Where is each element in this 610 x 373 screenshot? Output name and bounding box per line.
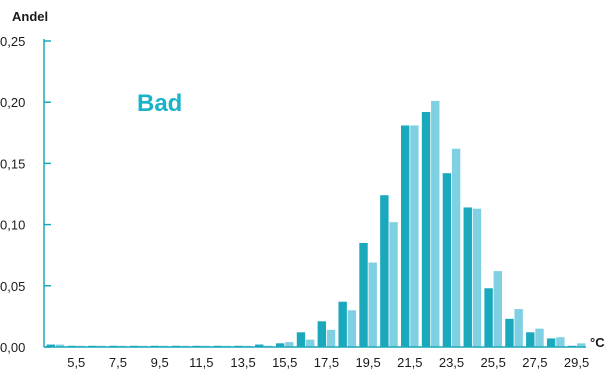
bar-series1-26,5: [505, 318, 514, 347]
panel-label: Bad: [137, 90, 182, 117]
x-tick-label: 9,5: [151, 355, 169, 370]
x-tick-label: 17,5: [314, 355, 339, 370]
bar-series1-23,5: [442, 173, 452, 347]
bars-group: [46, 100, 586, 348]
bar-series1-28,5: [546, 338, 556, 347]
y-tick-label: 0,20: [0, 95, 25, 110]
bar-series1-15,5: [275, 343, 285, 347]
bar-series2-22,5: [431, 100, 440, 347]
bar-series2-26,5: [514, 309, 523, 347]
bar-series2-29,5: [576, 343, 586, 347]
x-tick-label: 5,5: [67, 355, 85, 370]
bar-series1-16,5: [296, 332, 306, 347]
bar-series1-25,5: [484, 288, 493, 347]
bar-series2-4,5: [55, 344, 65, 347]
x-tick-label: 11,5: [189, 355, 213, 370]
x-tick-label: 29,5: [564, 355, 589, 370]
x-tick-label: 23,5: [439, 355, 464, 370]
bar-series2-18,5: [347, 310, 357, 347]
x-tick-label: 7,5: [109, 355, 127, 370]
bar-series2-21,5: [410, 125, 419, 348]
bar-series1-24,5: [463, 207, 472, 347]
y-tick-label: 0,25: [0, 34, 25, 49]
bar-series2-20,5: [389, 222, 398, 347]
bar-series1-22,5: [421, 111, 431, 348]
bar-series1-20,5: [380, 195, 389, 347]
bar-series2-16,5: [305, 339, 315, 347]
bar-series2-24,5: [472, 208, 482, 347]
y-tick-label: 0,05: [0, 279, 25, 294]
bar-series1-21,5: [401, 125, 410, 348]
bar-series2-27,5: [535, 328, 544, 347]
y-tick-label: 0,15: [0, 156, 25, 171]
bar-series1-4,5: [46, 344, 56, 347]
x-tick-label: 15,5: [272, 355, 297, 370]
x-tick-label: 19,5: [355, 355, 380, 370]
bar-series2-17,5: [326, 329, 336, 347]
bar-series2-19,5: [368, 262, 377, 347]
x-tick-label: 21,5: [397, 355, 422, 370]
y-axis-title: Andel: [12, 9, 48, 24]
bar-series1-27,5: [526, 332, 535, 347]
bar-series2-28,5: [556, 337, 565, 347]
x-tick-label: 27,5: [522, 355, 547, 370]
y-tick-label: 0,10: [0, 218, 25, 233]
x-axis-title: °C: [590, 335, 605, 350]
x-tick-label: 13,5: [230, 355, 255, 370]
bar-series1-17,5: [317, 321, 327, 347]
x-tick-label: 25,5: [481, 355, 506, 370]
y-ticks-group: 0,00 0,05 0,10 0,15 0,20 0,25: [0, 34, 51, 355]
bar-series1-18,5: [338, 301, 347, 347]
x-ticks-group: 5,5 7,5 9,5 11,5 13,5 15,5 17,5 19,5 21,5 23,5 25,…: [67, 355, 589, 370]
bar-series1-14,5: [255, 344, 264, 347]
bar-series2-15,5: [285, 342, 294, 347]
bar-series2-25,5: [493, 271, 502, 347]
bar-series2-23,5: [451, 148, 461, 347]
y-tick-label: 0,00: [0, 340, 25, 355]
bar-series1-19,5: [359, 242, 368, 347]
